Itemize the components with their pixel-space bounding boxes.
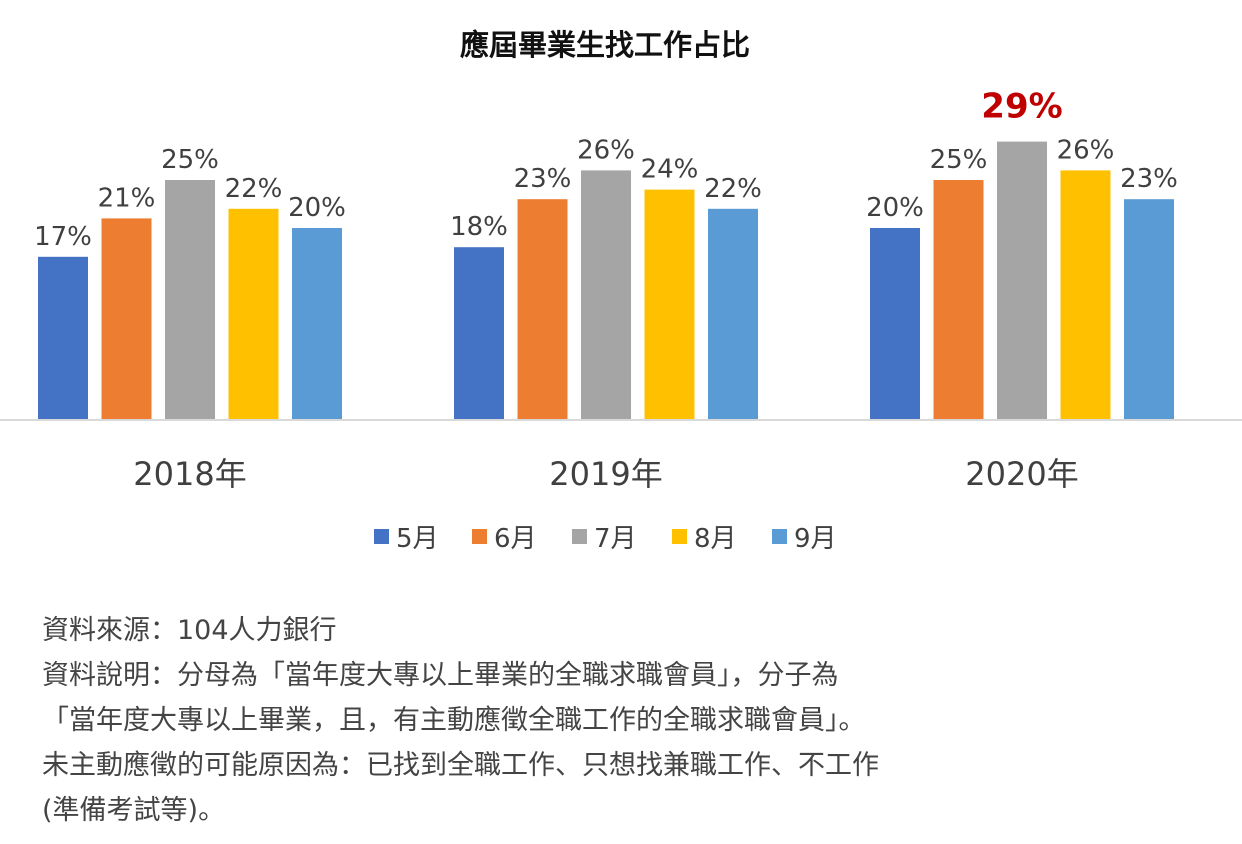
data-label: 25% <box>930 145 988 175</box>
data-label: 25% <box>161 145 219 175</box>
x-tick-label: 2020年 <box>965 455 1078 493</box>
note-description-cont: 「當年度大專以上畢業，且，有主動應徵全職工作的全職求職會員」。 <box>42 705 866 736</box>
bar-5月-2018年 <box>38 256 88 420</box>
bar-7月-2018年 <box>165 180 215 420</box>
bar-9月-2019年 <box>708 208 758 420</box>
data-label: 20% <box>866 193 924 223</box>
legend-swatch-7月 <box>572 529 587 544</box>
note-reasons: 未主動應徵的可能原因為：已找到全職工作、只想找兼職工作、不工作 <box>42 750 879 781</box>
data-label: 29% <box>981 87 1062 127</box>
bar-7月-2020年 <box>997 141 1047 420</box>
bar-5月-2020年 <box>870 228 920 420</box>
bar-8月-2020年 <box>1060 170 1111 420</box>
note-reasons-cont: (準備考試等)。 <box>42 795 226 826</box>
note-source: 資料來源：104人力銀行 <box>42 615 337 646</box>
bar-9月-2020年 <box>1124 199 1174 420</box>
data-label: 17% <box>34 222 92 252</box>
bar-6月-2020年 <box>933 180 984 420</box>
bar-7月-2019年 <box>581 170 631 420</box>
data-label: 18% <box>450 212 508 242</box>
bar-5月-2019年 <box>454 247 504 420</box>
x-tick-label: 2019年 <box>549 455 662 493</box>
chart-title: 應屆畢業生找工作占比 <box>460 28 750 62</box>
data-label: 22% <box>225 174 283 204</box>
legend-swatch-9月 <box>772 529 787 544</box>
legend-swatch-6月 <box>472 529 487 544</box>
data-label: 21% <box>98 183 156 213</box>
bar-6月-2018年 <box>101 218 152 420</box>
legend-label: 6月 <box>494 524 537 554</box>
legend-label: 5月 <box>396 524 439 554</box>
data-label: 26% <box>577 135 635 165</box>
bar-chart: 應屆畢業生找工作占比 17%21%25%22%20%18%23%26%24%22… <box>0 28 1242 554</box>
data-label: 26% <box>1057 135 1115 165</box>
legend-swatch-5月 <box>374 529 389 544</box>
data-label: 22% <box>704 174 762 204</box>
data-label: 24% <box>641 155 699 185</box>
note-description: 資料說明：分母為「當年度大專以上畢業的全職求職會員」，分子為 <box>42 660 839 691</box>
chart-notes: 資料來源：104人力銀行 資料說明：分母為「當年度大專以上畢業的全職求職會員」，… <box>42 608 1237 833</box>
bar-6月-2019年 <box>517 199 568 420</box>
data-label: 20% <box>288 193 346 223</box>
legend-swatch-8月 <box>672 529 687 544</box>
x-tick-label: 2018年 <box>133 455 246 493</box>
legend-label: 7月 <box>594 524 637 554</box>
bar-8月-2019年 <box>644 189 695 420</box>
data-label: 23% <box>1120 164 1178 194</box>
legend-label: 8月 <box>694 524 737 554</box>
bar-9月-2018年 <box>292 228 342 420</box>
legend-label: 9月 <box>794 524 837 554</box>
data-label: 23% <box>514 164 572 194</box>
bar-8月-2018年 <box>228 208 279 420</box>
